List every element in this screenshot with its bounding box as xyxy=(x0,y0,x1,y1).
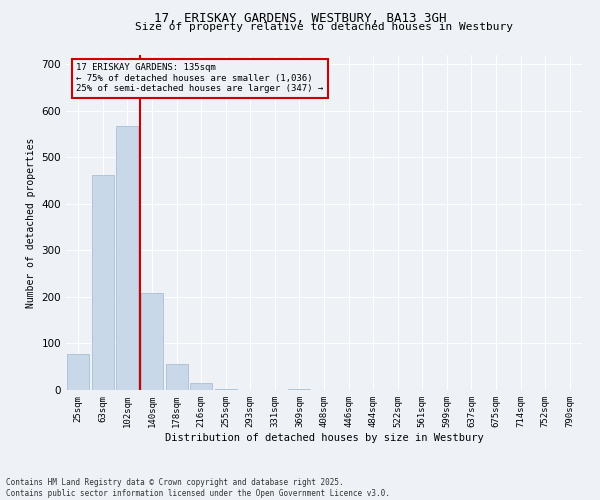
Bar xyxy=(215,388,237,390)
Bar xyxy=(190,384,212,390)
Y-axis label: Number of detached properties: Number of detached properties xyxy=(26,138,36,308)
Title: Size of property relative to detached houses in Westbury: Size of property relative to detached ho… xyxy=(135,22,513,32)
X-axis label: Distribution of detached houses by size in Westbury: Distribution of detached houses by size … xyxy=(164,432,484,442)
Bar xyxy=(166,364,188,390)
Text: 17, ERISKAY GARDENS, WESTBURY, BA13 3GH: 17, ERISKAY GARDENS, WESTBURY, BA13 3GH xyxy=(154,12,446,26)
Bar xyxy=(67,354,89,390)
Bar xyxy=(116,126,139,390)
Bar xyxy=(289,388,310,390)
Bar xyxy=(92,175,114,390)
Text: Contains HM Land Registry data © Crown copyright and database right 2025.
Contai: Contains HM Land Registry data © Crown c… xyxy=(6,478,390,498)
Bar xyxy=(141,293,163,390)
Text: 17 ERISKAY GARDENS: 135sqm
← 75% of detached houses are smaller (1,036)
25% of s: 17 ERISKAY GARDENS: 135sqm ← 75% of deta… xyxy=(76,64,323,93)
